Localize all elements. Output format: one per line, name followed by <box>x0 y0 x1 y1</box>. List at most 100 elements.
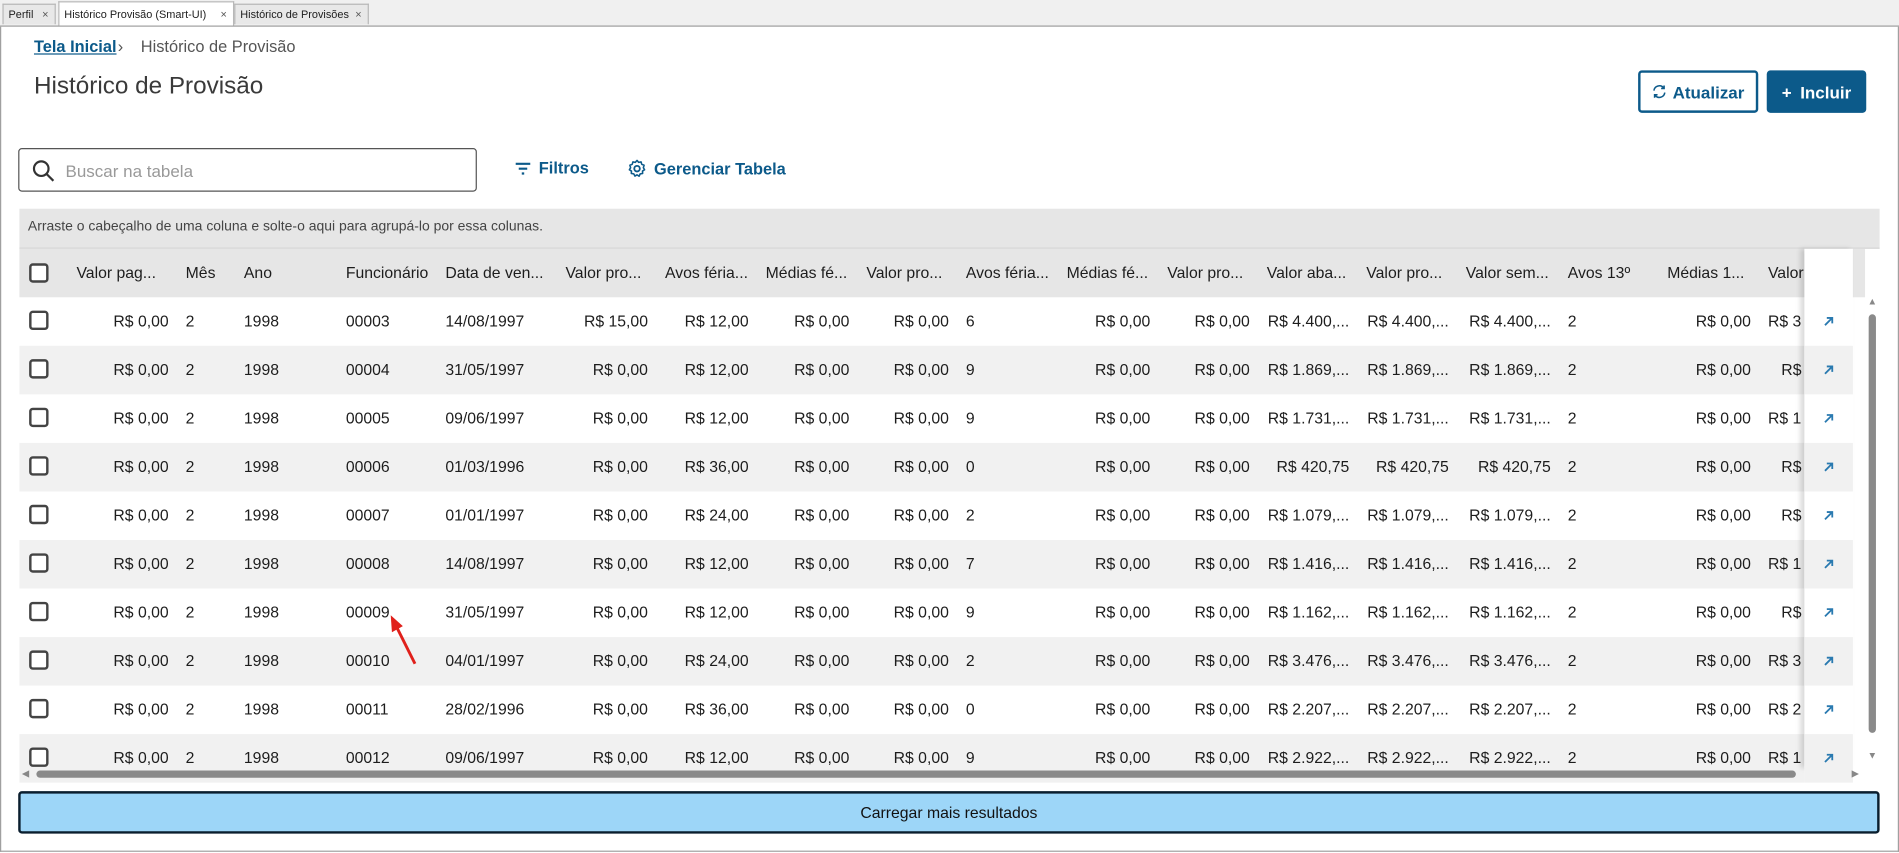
open-row-button[interactable] <box>1804 394 1853 443</box>
horizontal-scroll-thumb[interactable] <box>36 770 1796 778</box>
row-checkbox[interactable] <box>29 310 49 331</box>
column-header[interactable]: Valor pro... <box>565 263 642 282</box>
column-header[interactable]: Médias fé... <box>765 263 848 282</box>
table-row[interactable]: R$ 0,00 2 1998 00011 28/02/1996 R$ 0,00 R$ 36,… <box>19 686 1804 735</box>
column-header[interactable]: Valor aba... <box>1266 263 1347 282</box>
row-checkbox[interactable] <box>29 407 49 428</box>
table-row[interactable]: R$ 0,00 2 1998 00003 14/08/1997 R$ 15,00 R$ 12… <box>19 297 1804 346</box>
load-more-button[interactable]: Carregar mais resultados <box>18 791 1880 834</box>
table-row[interactable]: R$ 0,00 2 1998 00004 31/05/1997 R$ 0,00 R$ 12,… <box>19 345 1805 395</box>
column-header[interactable]: Valor <box>1767 263 1804 282</box>
column-header[interactable]: Valor pag... <box>76 263 156 282</box>
open-row-button[interactable] <box>1804 345 1853 395</box>
column-header[interactable]: Avos féria... <box>965 263 1049 282</box>
column-header[interactable]: Valor sem... <box>1465 263 1549 282</box>
column-header[interactable]: Valor pro... <box>866 263 943 282</box>
scroll-up-arrow-icon[interactable]: ▲ <box>1867 296 1878 307</box>
filters-button[interactable]: Filtros <box>514 159 589 177</box>
table-row[interactable]: R$ 0,00 2 1998 00007 01/01/1997 R$ 0,00 R$ 24,… <box>19 491 1804 540</box>
column-header[interactable]: Médias 1... <box>1667 263 1745 282</box>
column-header[interactable]: Data de ven... <box>445 263 544 282</box>
gear-icon <box>628 159 646 177</box>
vertical-scroll-thumb[interactable] <box>1868 314 1876 733</box>
table-cell: 9 <box>965 603 975 622</box>
row-checkbox[interactable] <box>29 456 49 476</box>
refresh-button[interactable]: Atualizar <box>1638 70 1759 113</box>
close-icon[interactable]: × <box>42 8 49 21</box>
close-icon[interactable]: × <box>220 8 227 21</box>
table-cell: 2 <box>1567 748 1577 767</box>
table-cell: R$ 0,00 <box>794 651 850 670</box>
vertical-scrollbar[interactable]: ▲ ▼ <box>1865 296 1880 769</box>
row-checkbox[interactable] <box>29 698 49 719</box>
open-row-button[interactable] <box>1804 491 1853 540</box>
table-cell: R$ 0,00 <box>592 651 648 670</box>
column-header[interactable]: Avos féria... <box>664 263 748 282</box>
scroll-down-arrow-icon[interactable]: ▼ <box>1867 749 1878 761</box>
table-row[interactable]: R$ 0,00 2 1998 00010 04/01/1997 R$ 0,00 R$ 24,… <box>19 637 1805 686</box>
scroll-left-arrow-icon[interactable]: ◀ <box>21 768 30 780</box>
row-checkbox[interactable] <box>29 650 49 670</box>
column-header[interactable]: Médias fé... <box>1066 263 1149 282</box>
horizontal-scrollbar[interactable]: ◀ ▶ <box>19 768 1865 780</box>
table-row[interactable]: R$ 0,00 2 1998 00006 01/03/1996 R$ 0,00 R$ 36,… <box>19 442 1805 492</box>
row-checkbox[interactable] <box>29 553 49 573</box>
table-row[interactable]: R$ 0,00 2 1998 00009 31/05/1997 R$ 0,00 R$ 12,… <box>19 589 1804 638</box>
open-row-button[interactable] <box>1804 734 1853 783</box>
table-row[interactable]: R$ 0,00 2 1998 00005 09/06/1997 R$ 0,00 R$ 12,… <box>19 394 1804 443</box>
table-cell: R$ 1.416,... <box>1267 554 1350 573</box>
table-cell: R$ 420,75 <box>1276 457 1350 476</box>
column-header[interactable]: Funcionário <box>345 263 429 282</box>
table-cell: 14/08/1997 <box>445 311 525 331</box>
table-cell: R$ 0,00 <box>592 408 648 428</box>
add-button[interactable]: + Incluir <box>1766 70 1867 113</box>
column-header[interactable]: Ano <box>243 263 272 282</box>
table-cell: R$ 0,00 <box>113 554 169 573</box>
chevron-right-icon: › <box>117 37 124 56</box>
close-icon[interactable]: × <box>355 8 362 21</box>
table-cell: R$ 1 <box>1767 748 1802 767</box>
table-cell: 28/02/1996 <box>445 700 525 719</box>
column-header[interactable]: Valor pro... <box>1167 263 1244 282</box>
column-header[interactable]: Valor pro... <box>1366 263 1443 282</box>
open-external-arrow-icon <box>1824 365 1834 375</box>
open-row-button[interactable] <box>1804 442 1853 492</box>
row-checkbox[interactable] <box>29 601 49 622</box>
table-cell: 2 <box>185 651 195 670</box>
refresh-icon <box>1653 85 1667 99</box>
row-checkbox[interactable] <box>29 359 49 379</box>
tab-perfil[interactable]: Perfil × <box>2 3 56 25</box>
open-row-button[interactable] <box>1804 539 1853 589</box>
table-cell: R$ 0,00 <box>794 554 850 573</box>
search-input[interactable] <box>63 156 469 186</box>
open-row-button[interactable] <box>1804 686 1853 735</box>
manage-table-button[interactable]: Gerenciar Tabela <box>627 159 786 178</box>
table-cell: 1998 <box>243 554 279 573</box>
tab-historico-provisao-smart-ui[interactable]: Histórico Provisão (Smart-UI) × <box>58 1 235 26</box>
refresh-label: Atualizar <box>1672 81 1745 102</box>
open-row-button[interactable] <box>1804 589 1853 638</box>
table-cell: 2 <box>1567 603 1577 622</box>
table-row[interactable]: R$ 0,00 2 1998 00008 14/08/1997 R$ 0,00 R$ 12,… <box>19 539 1805 589</box>
open-row-button[interactable] <box>1804 637 1853 686</box>
column-header[interactable]: Mês <box>185 263 216 282</box>
breadcrumb-home-link[interactable]: Tela Inicial <box>33 37 117 56</box>
search-field[interactable] <box>18 148 477 192</box>
table-cell: R$ 1 <box>1767 554 1802 573</box>
row-checkbox[interactable] <box>29 504 49 525</box>
tab-historico-de-provisoes[interactable]: Histórico de Provisões × <box>234 3 369 25</box>
scroll-right-arrow-icon[interactable]: ▶ <box>1851 768 1860 780</box>
group-by-drop-zone[interactable]: Arraste o cabeçalho de uma coluna e solt… <box>19 208 1880 249</box>
table-cell: R$ 0,00 <box>1695 457 1751 476</box>
column-header[interactable]: Avos 13º <box>1567 263 1631 282</box>
table-cell: R$ 0,00 <box>1194 651 1250 670</box>
add-label: Incluir <box>1800 81 1852 102</box>
select-all-checkbox[interactable] <box>29 263 49 283</box>
open-row-button[interactable] <box>1804 297 1853 346</box>
group-by-hint: Arraste o cabeçalho de uma coluna e solt… <box>27 219 543 235</box>
table-cell: 00011 <box>345 700 389 719</box>
row-checkbox[interactable] <box>29 747 49 767</box>
table-cell: 2 <box>185 311 195 331</box>
table-cell: R$ 12,00 <box>684 748 749 767</box>
open-external-arrow-icon <box>1824 608 1834 618</box>
